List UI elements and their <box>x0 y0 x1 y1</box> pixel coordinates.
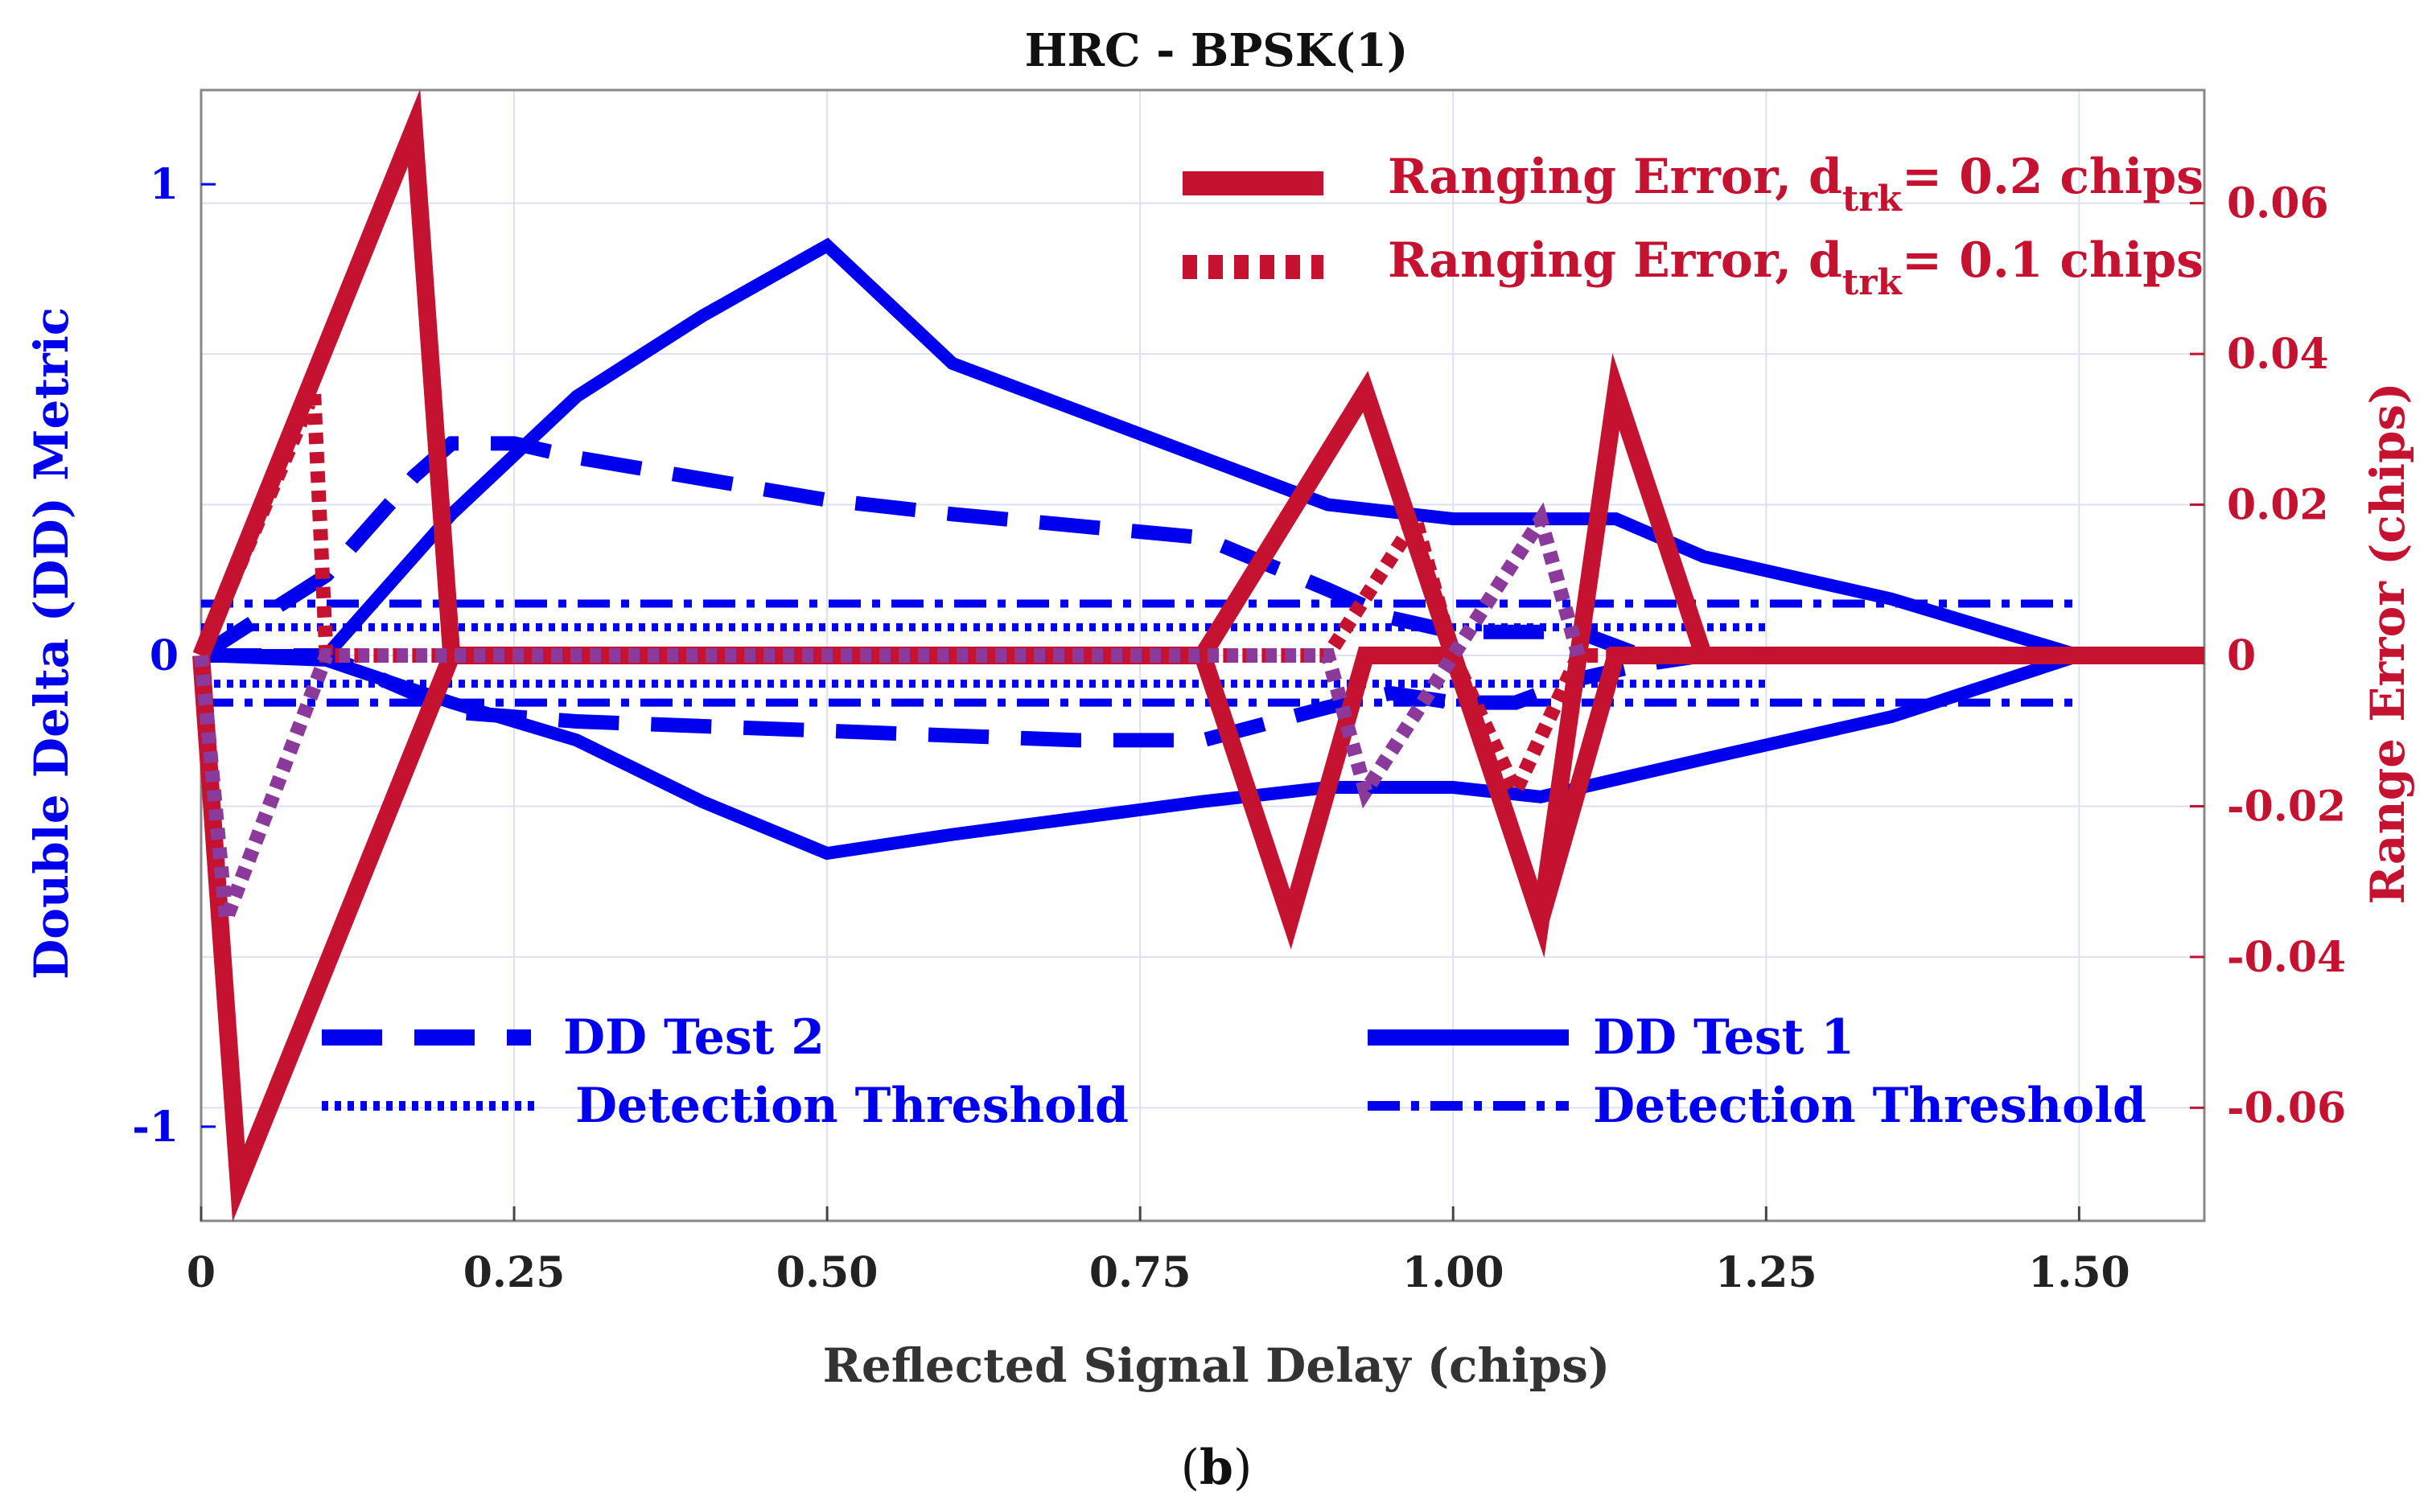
legend-bottom: DD Test 2 DD Test 1 Detection Threshold … <box>322 1009 2146 1134</box>
series-lines <box>192 88 2204 1222</box>
figure-caption: (b) <box>1181 1440 1253 1496</box>
x-tick-label: 1.00 <box>1402 1248 1504 1297</box>
legend-label-range-02: Ranging Error, dtrk= 0.2 chips <box>1388 149 2204 220</box>
y-left-tick-label: -1 <box>132 1103 179 1152</box>
x-tick-label: 0.75 <box>1089 1248 1191 1297</box>
y-left-axis-label: Double Delta (DD) Metric <box>24 307 79 980</box>
y-right-tick-label: -0.02 <box>2227 782 2346 831</box>
y-right-tick-label: 0.06 <box>2227 179 2329 228</box>
series-line <box>194 502 1586 951</box>
chart-title: HRC - BPSK(1) <box>1025 24 1409 77</box>
legend-label-dd-test1: DD Test 1 <box>1593 1009 1854 1066</box>
legend-label-threshold-dotted: Detection Threshold <box>575 1078 1129 1134</box>
y-right-tick-label: 0.02 <box>2227 481 2329 530</box>
legend-top: Ranging Error, dtrk= 0.2 chips Ranging E… <box>1183 149 2204 303</box>
x-tick-label: 0.25 <box>463 1248 566 1297</box>
x-tick-label: 0.50 <box>776 1248 879 1297</box>
y-right-tick-label: 0 <box>2227 631 2256 680</box>
y-right-axis-label: Range Error (chips) <box>2360 382 2415 904</box>
series-line <box>192 647 1704 1222</box>
legend-label-range-01: Ranging Error, dtrk= 0.1 chips <box>1388 232 2204 303</box>
series-line <box>201 237 2204 662</box>
series-line <box>201 648 2204 748</box>
y-right-tick-label: -0.06 <box>2227 1083 2346 1132</box>
legend-label-threshold-dashdot: Detection Threshold <box>1593 1078 2146 1134</box>
y-right-tick-label: -0.04 <box>2227 933 2346 982</box>
x-tick-label: 1.50 <box>2028 1248 2130 1297</box>
x-tick-label: 1.25 <box>1715 1248 1817 1297</box>
legend-label-dd-test2: DD Test 2 <box>563 1009 825 1066</box>
y-left-tick-label: 0 <box>150 631 179 680</box>
y-left-tick-label: 1 <box>150 160 179 209</box>
x-axis-label: Reflected Signal Delay (chips) <box>823 1338 1611 1393</box>
series-line <box>194 360 2204 809</box>
y-right-tick-label: 0.04 <box>2227 330 2329 379</box>
x-tick-label: 0 <box>187 1248 216 1297</box>
